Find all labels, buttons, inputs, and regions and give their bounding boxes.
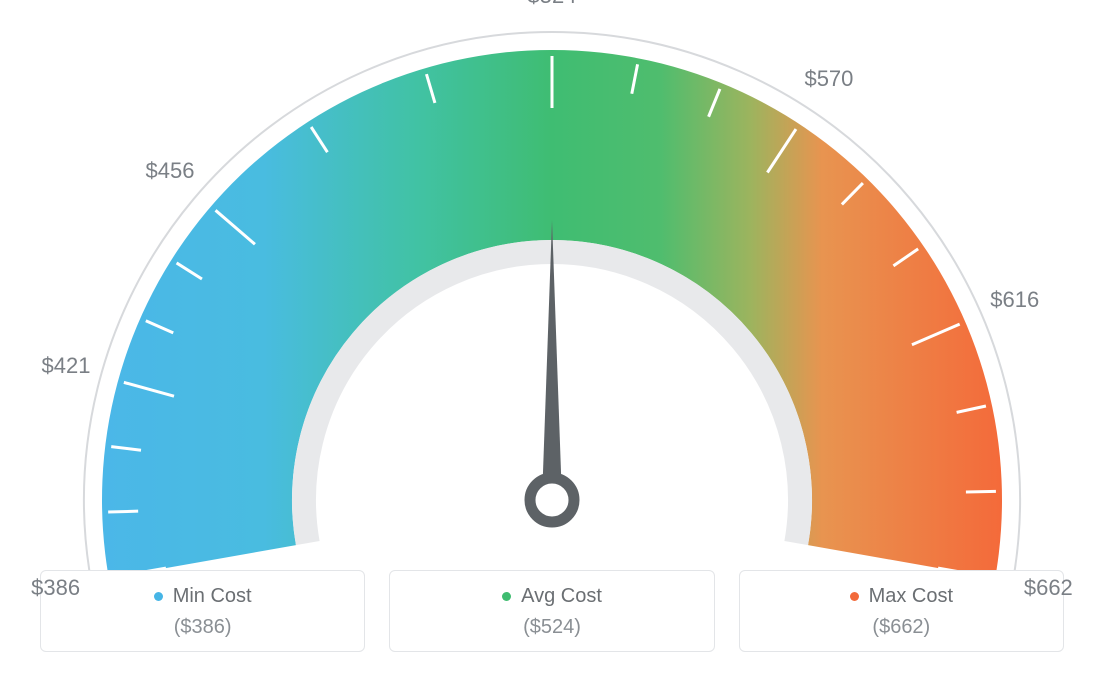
legend-avg-title: Avg Cost bbox=[502, 585, 602, 608]
legend-min-box: Min Cost ($386) bbox=[40, 570, 365, 652]
gauge-tick-label: $386 bbox=[31, 575, 80, 601]
gauge-tick-label: $570 bbox=[804, 66, 853, 92]
legend-avg-box: Avg Cost ($524) bbox=[389, 570, 714, 652]
gauge-minor-tick bbox=[108, 511, 138, 512]
legend-avg-label: Avg Cost bbox=[521, 585, 602, 608]
gauge-needle-hub-icon bbox=[530, 478, 574, 522]
gauge-tick-label: $524 bbox=[528, 0, 577, 9]
cost-legend: Min Cost ($386) Avg Cost ($524) Max Cost… bbox=[0, 570, 1104, 652]
legend-min-value: ($386) bbox=[49, 616, 356, 639]
legend-avg-dot-icon bbox=[502, 592, 511, 601]
gauge-tick-label: $616 bbox=[990, 287, 1039, 313]
legend-max-dot-icon bbox=[850, 592, 859, 601]
gauge-tick-label: $421 bbox=[42, 353, 91, 379]
gauge-minor-tick bbox=[966, 491, 996, 492]
cost-gauge: $386$421$456$524$570$616$662 bbox=[0, 0, 1104, 570]
legend-max-box: Max Cost ($662) bbox=[739, 570, 1064, 652]
gauge-svg bbox=[0, 0, 1104, 570]
legend-max-value: ($662) bbox=[748, 616, 1055, 639]
legend-max-label: Max Cost bbox=[869, 585, 953, 608]
legend-min-label: Min Cost bbox=[173, 585, 252, 608]
legend-avg-value: ($524) bbox=[398, 616, 705, 639]
gauge-tick-label: $456 bbox=[146, 158, 195, 184]
gauge-tick-label: $662 bbox=[1024, 575, 1073, 601]
legend-max-title: Max Cost bbox=[850, 585, 953, 608]
legend-min-title: Min Cost bbox=[154, 585, 252, 608]
legend-min-dot-icon bbox=[154, 592, 163, 601]
